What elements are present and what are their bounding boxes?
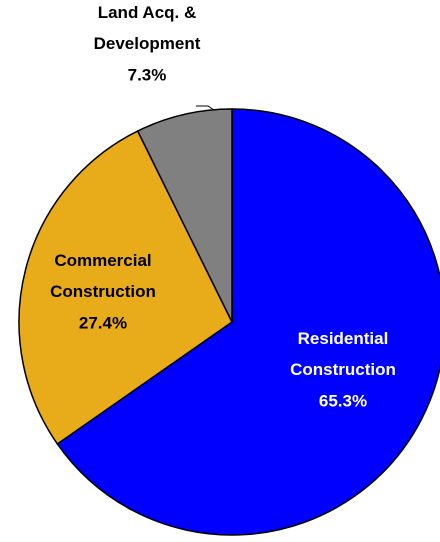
pie-slice xyxy=(56,108,440,536)
slice-value-label: 27.4% xyxy=(79,313,127,332)
pie-slice xyxy=(136,108,233,323)
slice-label: Residential Construction xyxy=(290,329,396,379)
slice-label: Commercial Construction xyxy=(50,251,156,301)
pie-slice xyxy=(18,130,233,445)
slice-value-label: 7.3% xyxy=(128,65,167,84)
leader-line xyxy=(196,105,215,111)
slice-value-label: 65.3% xyxy=(319,391,367,410)
slice-label: Land Acq. & Development xyxy=(94,3,201,53)
